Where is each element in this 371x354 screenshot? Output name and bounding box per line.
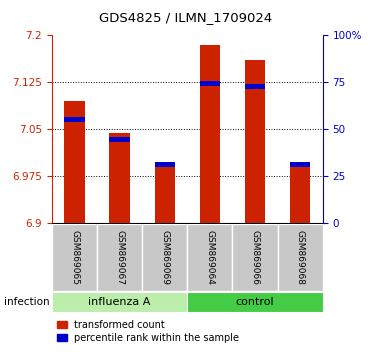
Bar xyxy=(109,132,130,223)
Bar xyxy=(290,167,311,223)
Text: GSM869065: GSM869065 xyxy=(70,230,79,285)
Bar xyxy=(233,224,278,291)
Bar xyxy=(97,224,142,291)
Text: GSM869069: GSM869069 xyxy=(160,230,169,285)
Bar xyxy=(187,224,233,291)
Bar xyxy=(278,224,323,291)
Text: control: control xyxy=(236,297,275,307)
Text: GSM869064: GSM869064 xyxy=(206,230,214,285)
Text: influenza A: influenza A xyxy=(88,297,151,307)
Bar xyxy=(187,292,323,312)
Bar xyxy=(155,162,175,167)
Bar xyxy=(200,80,220,86)
Bar xyxy=(200,45,220,223)
Text: GDS4825 / ILMN_1709024: GDS4825 / ILMN_1709024 xyxy=(99,11,272,24)
Text: GSM869067: GSM869067 xyxy=(115,230,124,285)
Bar xyxy=(142,224,187,291)
Bar xyxy=(52,224,97,291)
Bar xyxy=(64,117,85,122)
Bar xyxy=(64,101,85,223)
Bar xyxy=(245,61,265,223)
Bar xyxy=(245,84,265,88)
Text: infection: infection xyxy=(4,297,49,307)
Bar xyxy=(155,167,175,223)
Text: GSM869066: GSM869066 xyxy=(250,230,260,285)
Text: GSM869068: GSM869068 xyxy=(296,230,305,285)
Bar xyxy=(290,162,311,167)
Bar xyxy=(109,137,130,142)
Bar xyxy=(52,292,187,312)
Legend: transformed count, percentile rank within the sample: transformed count, percentile rank withi… xyxy=(57,320,239,343)
